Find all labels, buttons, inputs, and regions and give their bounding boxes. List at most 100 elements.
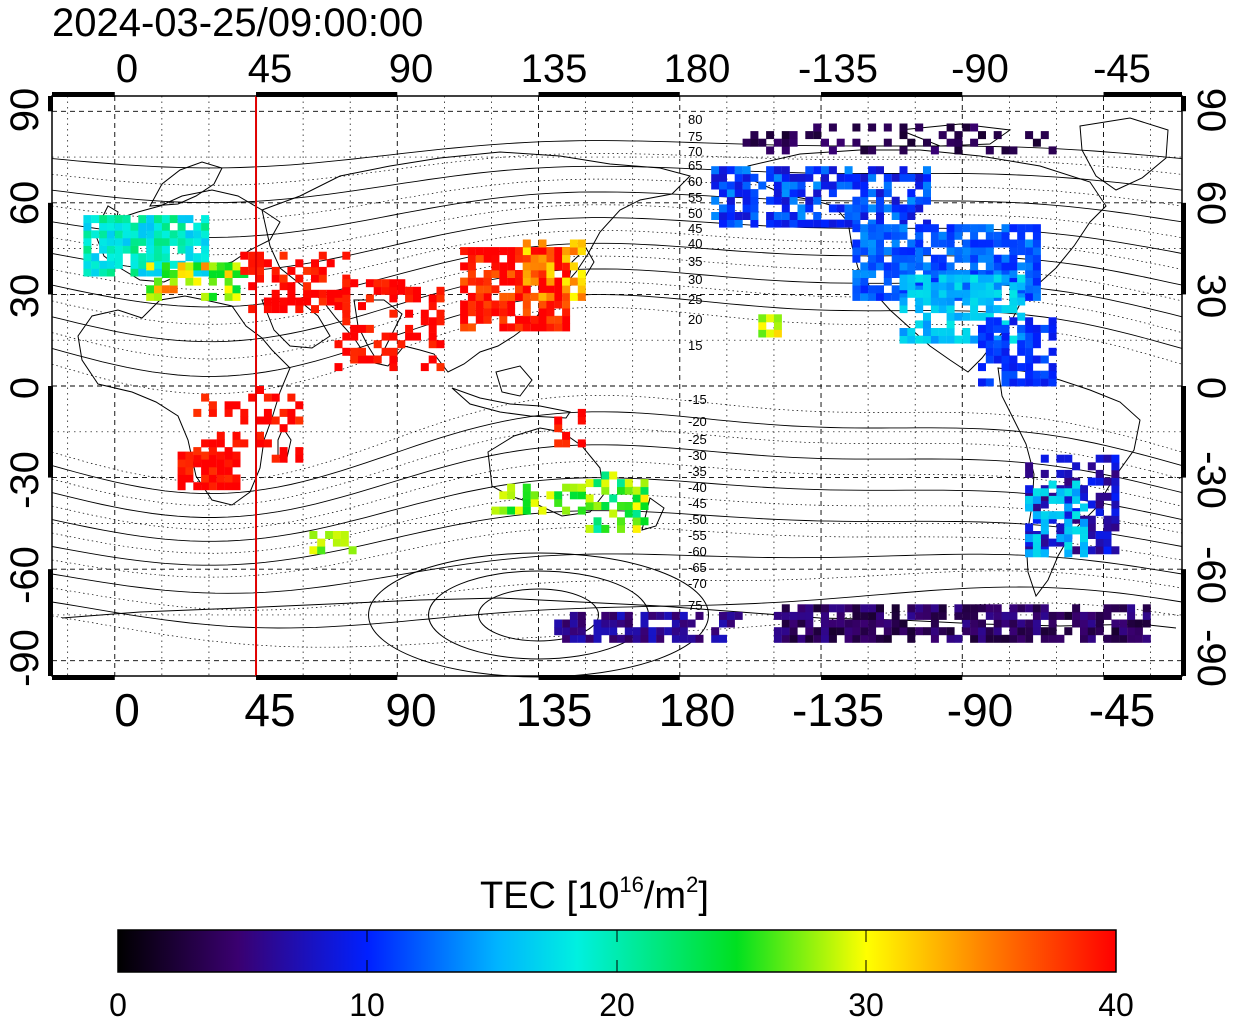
- tec-cell: [640, 517, 649, 526]
- tec-cell: [460, 300, 469, 309]
- tec-cell: [789, 219, 798, 228]
- tec-cell: [789, 627, 798, 636]
- tec-cell: [99, 215, 108, 224]
- tec-cell: [1025, 549, 1034, 558]
- tec-cell: [1103, 546, 1112, 555]
- contour-label: -40: [688, 480, 707, 495]
- tec-cell: [546, 323, 555, 332]
- frame-bar-bottom: [538, 675, 680, 680]
- tec-cell: [279, 447, 288, 456]
- tec-cell: [828, 219, 837, 228]
- tec-cell: [915, 627, 924, 636]
- tec-cell: [585, 502, 594, 510]
- tec-cell: [522, 277, 531, 286]
- tec-cell: [1025, 262, 1034, 271]
- tec-cell: [201, 215, 210, 224]
- tec-cell: [1032, 138, 1041, 147]
- tec-cell: [342, 251, 351, 260]
- tec-cell: [154, 237, 162, 246]
- tec-cell: [436, 363, 445, 372]
- tec-cell: [899, 305, 908, 314]
- tec-cell: [789, 189, 798, 198]
- tec-cell: [177, 474, 186, 483]
- tec-cell: [546, 300, 555, 309]
- tec-cell: [554, 254, 563, 263]
- tec-cell: [946, 231, 955, 240]
- tec-cell: [624, 509, 633, 518]
- tec-cell: [83, 245, 92, 254]
- frame-bar-bottom: [1103, 675, 1182, 680]
- tec-cell: [248, 266, 257, 275]
- tec-cell: [1001, 254, 1010, 263]
- tec-cell: [1111, 492, 1120, 501]
- tec-cell: [1142, 634, 1151, 643]
- tec-cell: [813, 131, 822, 140]
- tec-cell: [279, 251, 288, 260]
- tec-cell: [946, 320, 955, 329]
- tec-cell: [773, 219, 782, 228]
- tec-cell: [860, 277, 869, 286]
- tec-cell: [562, 506, 571, 515]
- tec-cell: [1048, 370, 1057, 379]
- tec-cell: [1040, 469, 1049, 478]
- tec-cell: [577, 270, 586, 278]
- tec-cell: [1127, 634, 1136, 643]
- tec-cell: [130, 268, 139, 277]
- tec-cell: [836, 181, 845, 190]
- tec-cell: [295, 305, 304, 314]
- tec-cell: [522, 506, 531, 515]
- tec-cell: [83, 215, 92, 224]
- tec-cell: [891, 239, 900, 248]
- tec-cell: [930, 328, 939, 336]
- tec-cell: [742, 204, 751, 213]
- tec-cell: [389, 347, 398, 356]
- tec-cell: [711, 166, 720, 175]
- tec-cell: [876, 262, 884, 271]
- tec-cell: [1095, 619, 1104, 628]
- tec-cell: [1017, 239, 1026, 248]
- tec-cell: [962, 270, 971, 278]
- tec-cell: [1017, 627, 1026, 636]
- tec-cell: [475, 247, 484, 256]
- tec-cell: [1087, 500, 1096, 509]
- tec-cell: [750, 189, 759, 198]
- tec-cell: [805, 604, 814, 613]
- colorbar-tick-label: 20: [599, 987, 635, 1021]
- tec-cell: [342, 302, 351, 311]
- tec-cell: [711, 212, 720, 220]
- tec-cell: [1040, 511, 1049, 520]
- lon-axis-bottom: 0 45 90 135 180 -135 -90 -45: [114, 684, 1155, 736]
- tec-cell: [876, 189, 884, 198]
- tec-cell: [256, 259, 264, 268]
- tec-cell: [852, 123, 861, 132]
- tec-cell: [1134, 627, 1143, 636]
- colorbar-tick-label: 0: [109, 987, 127, 1021]
- tec-cell: [161, 222, 170, 231]
- tec-cell: [923, 604, 931, 613]
- tec-cell: [1056, 534, 1065, 543]
- tec-cell: [271, 454, 280, 463]
- tec-cell: [577, 483, 586, 492]
- tec-cell: [161, 285, 170, 294]
- tec-cell: [719, 212, 727, 220]
- tec-cell: [993, 619, 1002, 628]
- tec-cell: [546, 315, 555, 324]
- tec-cell: [577, 619, 586, 628]
- tec-cell: [711, 181, 720, 190]
- tec-cell: [161, 230, 170, 239]
- tec-cell: [907, 138, 916, 147]
- tec-cell: [405, 294, 414, 303]
- tec-cell: [365, 279, 374, 288]
- tec-cell: [279, 305, 288, 314]
- tec-cell: [758, 321, 767, 330]
- tec-cell: [923, 173, 931, 182]
- tec-cell: [781, 634, 790, 643]
- tec-cell: [263, 408, 272, 417]
- tec-cell: [601, 619, 610, 628]
- tec-cell: [805, 619, 814, 628]
- tec-cell: [860, 634, 869, 643]
- tec-cell: [797, 173, 806, 182]
- tec-cell: [695, 634, 704, 643]
- tec-cell: [1095, 546, 1104, 555]
- tec-cell: [915, 231, 924, 240]
